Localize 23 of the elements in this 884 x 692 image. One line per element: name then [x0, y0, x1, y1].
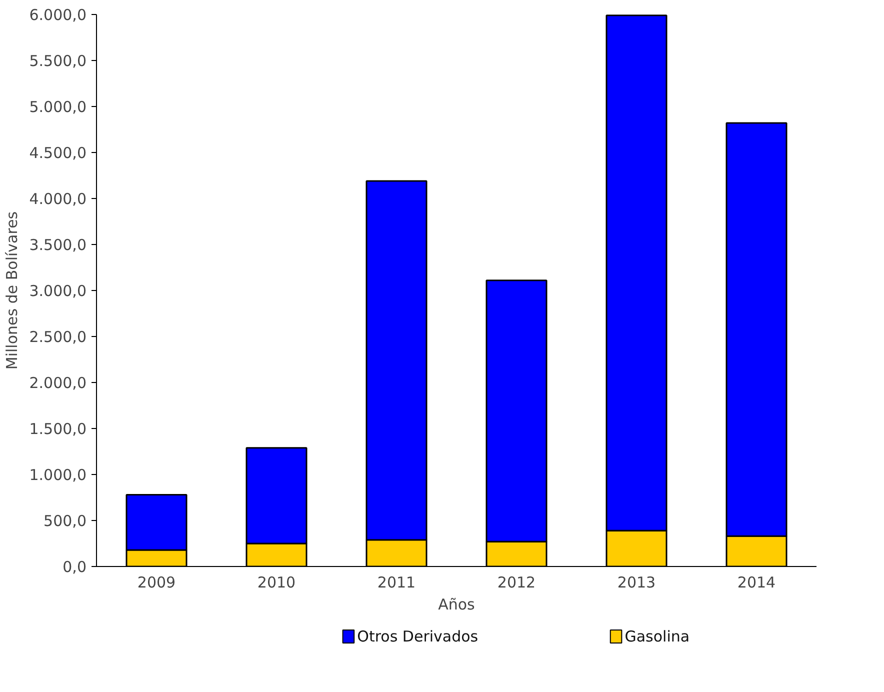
- y-tick-label: 3.000,0: [29, 282, 87, 300]
- y-tick-label: 2.500,0: [29, 328, 87, 346]
- y-tick-label: 3.500,0: [29, 236, 87, 254]
- x-axis-title: Años: [438, 596, 476, 614]
- y-tick-label: 6.000,0: [29, 6, 87, 24]
- x-tick-label: 2014: [737, 574, 776, 592]
- y-axis-title: Millones de Bolívares: [3, 211, 22, 370]
- legend-label: Otros Derivados: [357, 628, 478, 646]
- legend-label: Gasolina: [624, 628, 690, 646]
- x-tick-label: 2013: [617, 574, 656, 592]
- y-tick-label: 5.500,0: [29, 52, 87, 70]
- y-tick-label: 0,0: [62, 558, 87, 576]
- y-tick-label: 5.000,0: [29, 98, 87, 116]
- x-tick-label: 2009: [137, 574, 176, 592]
- x-tick-label: 2012: [497, 574, 536, 592]
- y-tick-label: 4.500,0: [29, 144, 87, 162]
- y-tick-label: 500,0: [44, 512, 87, 530]
- x-tick-label: 2011: [377, 574, 416, 592]
- x-tick-label: 2010: [257, 574, 296, 592]
- y-tick-label: 2.000,0: [29, 374, 87, 392]
- y-tick-label: 1.500,0: [29, 420, 87, 438]
- y-tick-label: 4.000,0: [29, 190, 87, 208]
- y-tick-label: 1.000,0: [29, 466, 87, 484]
